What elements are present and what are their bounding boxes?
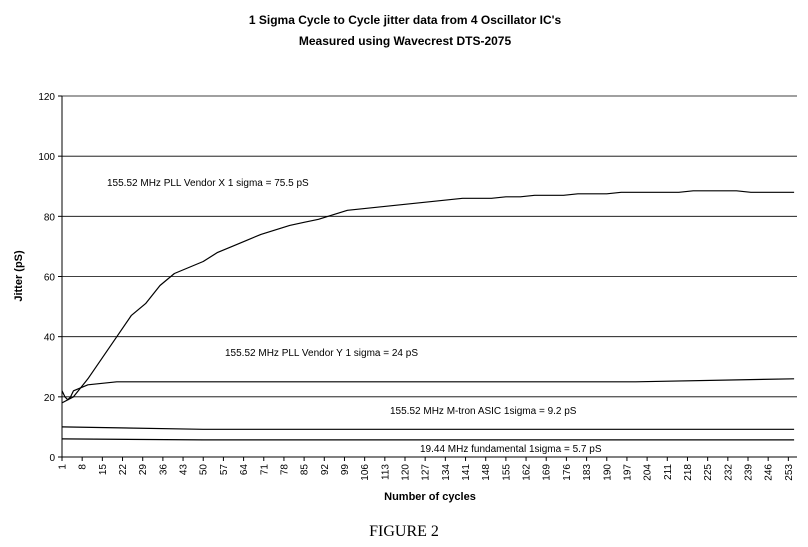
x-tick-label: 232: [723, 464, 734, 481]
x-tick-label: 50: [199, 464, 210, 476]
series-mtron-asic-line: [61, 426, 795, 430]
y-tick-label: 20: [44, 393, 56, 404]
x-tick-label: 197: [622, 464, 633, 481]
x-tick-label: 155: [501, 464, 512, 481]
x-tick-label: 239: [744, 464, 755, 481]
x-tick-label: 1: [58, 464, 69, 470]
x-tick-label: 120: [401, 464, 412, 481]
x-tick-label: 253: [784, 464, 795, 481]
x-tick-label: 127: [421, 464, 432, 481]
x-tick-label: 15: [98, 464, 109, 476]
x-tick-label: 225: [703, 464, 714, 481]
x-axis-ticks: 1 8 15 22 29 36 43 50 57 64 71 78 85 92 99 106 113 120 127…: [58, 457, 795, 481]
y-tick-label: 40: [44, 333, 56, 344]
x-tick-label: 134: [441, 464, 452, 481]
x-tick-label: 71: [259, 464, 270, 476]
x-tick-label: 36: [158, 464, 169, 476]
x-tick-label: 64: [239, 464, 250, 476]
y-axis-label: Jitter (pS): [13, 250, 25, 302]
x-tick-label: 78: [279, 464, 290, 476]
y-tick-label: 100: [38, 152, 55, 163]
series-lines: [61, 190, 795, 441]
y-tick-label: 120: [38, 92, 55, 103]
y-axis-ticks: 0 20 40 60 80 100 120: [38, 92, 62, 464]
x-tick-label: 162: [522, 464, 533, 481]
x-tick-label: 246: [764, 464, 775, 481]
series-label-vendor-x: 155.52 MHz PLL Vendor X 1 sigma = 75.5 p…: [107, 178, 309, 189]
x-tick-label: 218: [683, 464, 694, 481]
series-fundamental-line: [61, 438, 795, 441]
x-tick-label: 113: [380, 464, 391, 480]
x-tick-label: 176: [562, 464, 573, 481]
x-tick-label: 22: [118, 464, 129, 476]
x-axis-label: Number of cycles: [384, 491, 476, 503]
gridlines: [62, 95, 797, 398]
x-tick-label: 141: [461, 464, 472, 481]
x-tick-label: 99: [340, 464, 351, 476]
series-label-mtron-asic: 155.52 MHz M-tron ASIC 1sigma = 9.2 pS: [390, 406, 577, 417]
y-tick-label: 0: [49, 453, 55, 464]
chart-title: 1 Sigma Cycle to Cycle jitter data from …: [249, 13, 562, 27]
x-tick-label: 8: [78, 464, 89, 470]
figure-caption: FIGURE 2: [369, 523, 439, 540]
series-vendor-x-line: [61, 190, 795, 404]
x-tick-label: 148: [481, 464, 492, 481]
series-label-fundamental: 19.44 MHz fundamental 1sigma = 5.7 pS: [420, 444, 602, 455]
x-tick-label: 43: [179, 464, 190, 476]
x-tick-label: 106: [360, 464, 371, 481]
y-tick-label: 60: [44, 273, 56, 284]
x-tick-label: 169: [542, 464, 553, 481]
y-tick-label: 80: [44, 212, 56, 223]
x-tick-label: 183: [582, 464, 593, 481]
x-tick-label: 29: [138, 464, 149, 476]
x-tick-label: 190: [602, 464, 613, 481]
x-tick-label: 57: [219, 464, 230, 476]
x-tick-label: 92: [320, 464, 331, 476]
x-tick-label: 204: [643, 464, 654, 481]
series-vendor-y-line: [61, 378, 795, 401]
x-tick-label: 211: [663, 464, 674, 480]
chart-subtitle: Measured using Wavecrest DTS-2075: [299, 34, 512, 48]
series-label-vendor-y: 155.52 MHz PLL Vendor Y 1 sigma = 24 pS: [225, 348, 418, 359]
x-tick-label: 85: [300, 464, 311, 476]
